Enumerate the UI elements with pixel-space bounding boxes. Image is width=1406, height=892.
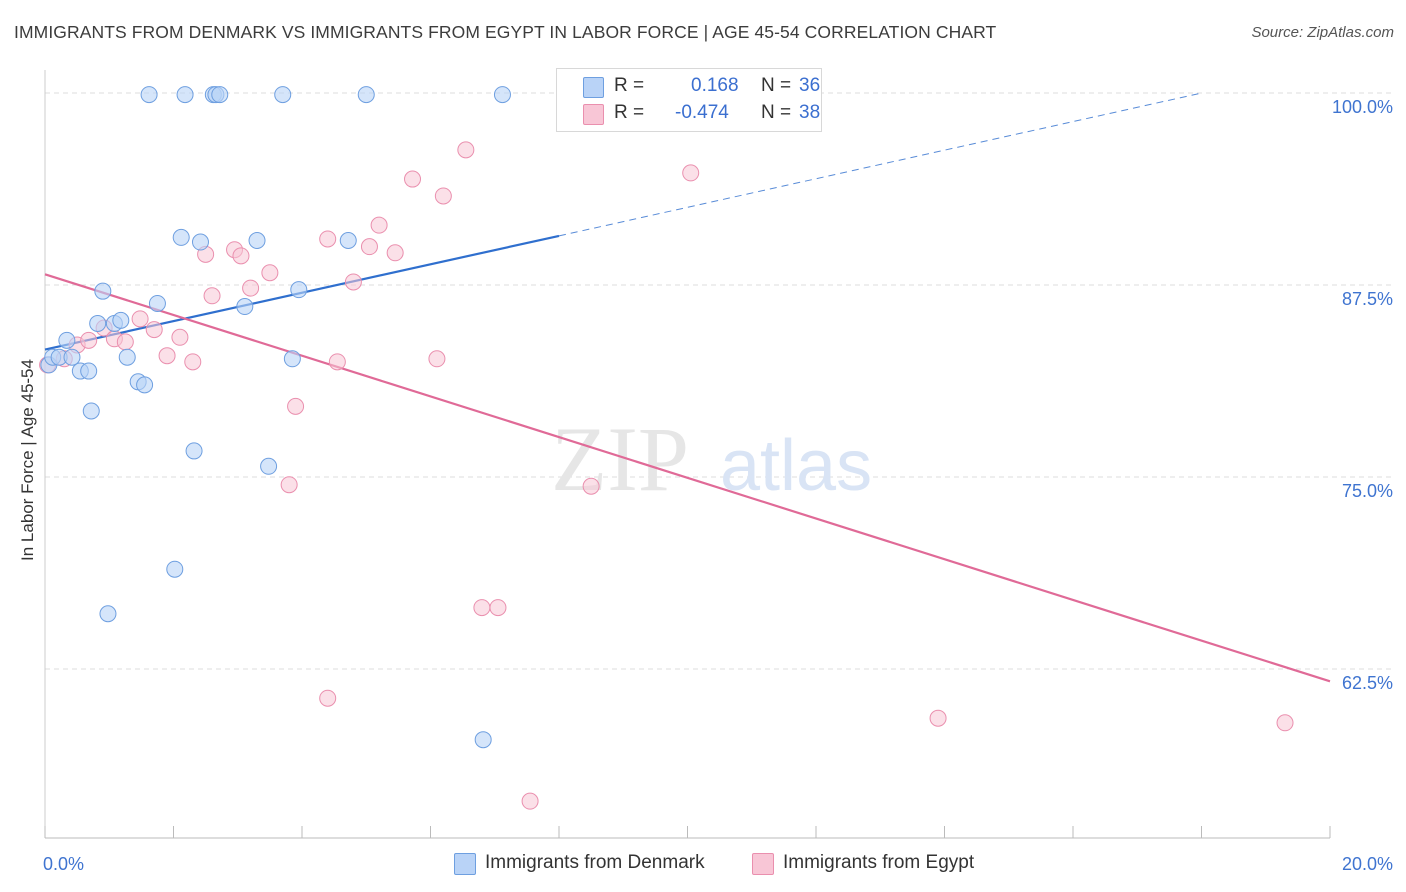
egypt-point bbox=[80, 331, 98, 349]
x-tick-label-min: 0.0% bbox=[43, 854, 84, 874]
egypt-point bbox=[582, 477, 600, 495]
legend-r-label: R = bbox=[614, 75, 645, 96]
egypt-point bbox=[131, 310, 149, 328]
legend-n-label: N = bbox=[761, 75, 792, 96]
egypt-swatch bbox=[583, 104, 604, 125]
denmark-point bbox=[260, 457, 278, 475]
egypt-point bbox=[328, 353, 346, 371]
denmark-point bbox=[140, 86, 158, 104]
denmark-point bbox=[211, 86, 229, 104]
denmark-point bbox=[339, 231, 357, 249]
egypt-point bbox=[116, 333, 134, 351]
denmark-point bbox=[172, 228, 190, 246]
denmark-point bbox=[283, 350, 301, 368]
denmark-point bbox=[58, 331, 76, 349]
denmark-point bbox=[290, 281, 308, 299]
denmark-point bbox=[99, 605, 117, 623]
egypt-point bbox=[473, 599, 491, 617]
egypt-point bbox=[521, 792, 539, 810]
egypt-point bbox=[145, 321, 163, 339]
legend-r-label: R = bbox=[614, 102, 645, 123]
y-tick-label: 75.0% bbox=[1342, 481, 1393, 501]
egypt-point bbox=[428, 350, 446, 368]
egypt-point bbox=[344, 273, 362, 291]
point-layer bbox=[39, 86, 1294, 810]
denmark-point bbox=[236, 298, 254, 316]
egypt-point bbox=[457, 141, 475, 159]
denmark-point bbox=[274, 86, 292, 104]
denmark-trend-extension bbox=[558, 92, 1202, 237]
denmark-point bbox=[248, 231, 266, 249]
denmark-legend-swatch bbox=[454, 853, 476, 875]
legend-n-egypt: 38 bbox=[799, 102, 821, 123]
egypt-point bbox=[434, 187, 452, 205]
egypt-point bbox=[280, 476, 298, 494]
denmark-point bbox=[493, 86, 511, 104]
legend-n-denmark: 36 bbox=[799, 75, 821, 96]
legend-r-denmark: 0.168 bbox=[691, 75, 739, 96]
denmark-point bbox=[118, 348, 136, 366]
egypt-point bbox=[232, 247, 250, 265]
axis-layer bbox=[44, 70, 1331, 839]
egypt-legend-swatch bbox=[752, 853, 774, 875]
egypt-point bbox=[171, 328, 189, 346]
y-tick-label: 100.0% bbox=[1332, 97, 1393, 117]
denmark-swatch bbox=[583, 77, 604, 98]
denmark-point bbox=[357, 86, 375, 104]
egypt-point bbox=[404, 170, 422, 188]
egypt-point bbox=[261, 264, 279, 282]
egypt-trend-line bbox=[44, 273, 1331, 683]
correlation-legend: R = 0.168 N = 36 R = -0.474 N = 38 bbox=[556, 68, 822, 132]
egypt-point bbox=[1276, 714, 1294, 732]
egypt-point bbox=[203, 287, 221, 305]
watermark-zip: ZIP bbox=[551, 408, 689, 510]
denmark-point bbox=[176, 86, 194, 104]
y-tick-label: 87.5% bbox=[1342, 289, 1393, 309]
trend-layer bbox=[44, 92, 1331, 683]
egypt-point bbox=[319, 230, 337, 248]
legend-r-egypt: -0.474 bbox=[675, 102, 729, 123]
denmark-point bbox=[474, 731, 492, 749]
denmark-point bbox=[166, 560, 184, 578]
egypt-point bbox=[929, 709, 947, 727]
x-tick-label-max: 20.0% bbox=[1342, 854, 1393, 874]
legend-n-label: N = bbox=[761, 102, 792, 123]
bottom-legend-denmark-label: Immigrants from Denmark bbox=[485, 852, 705, 873]
watermark-atlas: atlas bbox=[720, 426, 872, 506]
egypt-point bbox=[370, 216, 388, 234]
egypt-point bbox=[242, 279, 260, 297]
denmark-point bbox=[80, 362, 98, 380]
y-axis-label: In Labor Force | Age 45-54 bbox=[18, 359, 37, 561]
bottom-legend-egypt-label: Immigrants from Egypt bbox=[783, 852, 975, 873]
denmark-point bbox=[112, 311, 130, 329]
tick-label-layer: 62.5% 75.0% 87.5% 100.0% 0.0% 20.0% bbox=[43, 97, 1393, 874]
watermark: ZIP atlas bbox=[551, 408, 872, 510]
egypt-point bbox=[489, 599, 507, 617]
denmark-point bbox=[63, 348, 81, 366]
egypt-point bbox=[360, 238, 378, 256]
denmark-point bbox=[185, 442, 203, 460]
egypt-point bbox=[319, 689, 337, 707]
source-label: Source: ZipAtlas.com bbox=[1251, 24, 1394, 41]
y-tick-label: 62.5% bbox=[1342, 673, 1393, 693]
egypt-point bbox=[184, 353, 202, 371]
denmark-point bbox=[94, 282, 112, 300]
denmark-point bbox=[191, 233, 209, 251]
egypt-point bbox=[287, 397, 305, 415]
egypt-point bbox=[682, 164, 700, 182]
egypt-point bbox=[158, 347, 176, 365]
denmark-point bbox=[89, 314, 107, 332]
chart-title: IMMIGRANTS FROM DENMARK VS IMMIGRANTS FR… bbox=[14, 22, 997, 42]
egypt-point bbox=[386, 244, 404, 262]
denmark-point bbox=[82, 402, 100, 420]
denmark-point bbox=[136, 376, 154, 394]
grid-layer bbox=[45, 92, 1393, 670]
denmark-point bbox=[148, 294, 166, 312]
